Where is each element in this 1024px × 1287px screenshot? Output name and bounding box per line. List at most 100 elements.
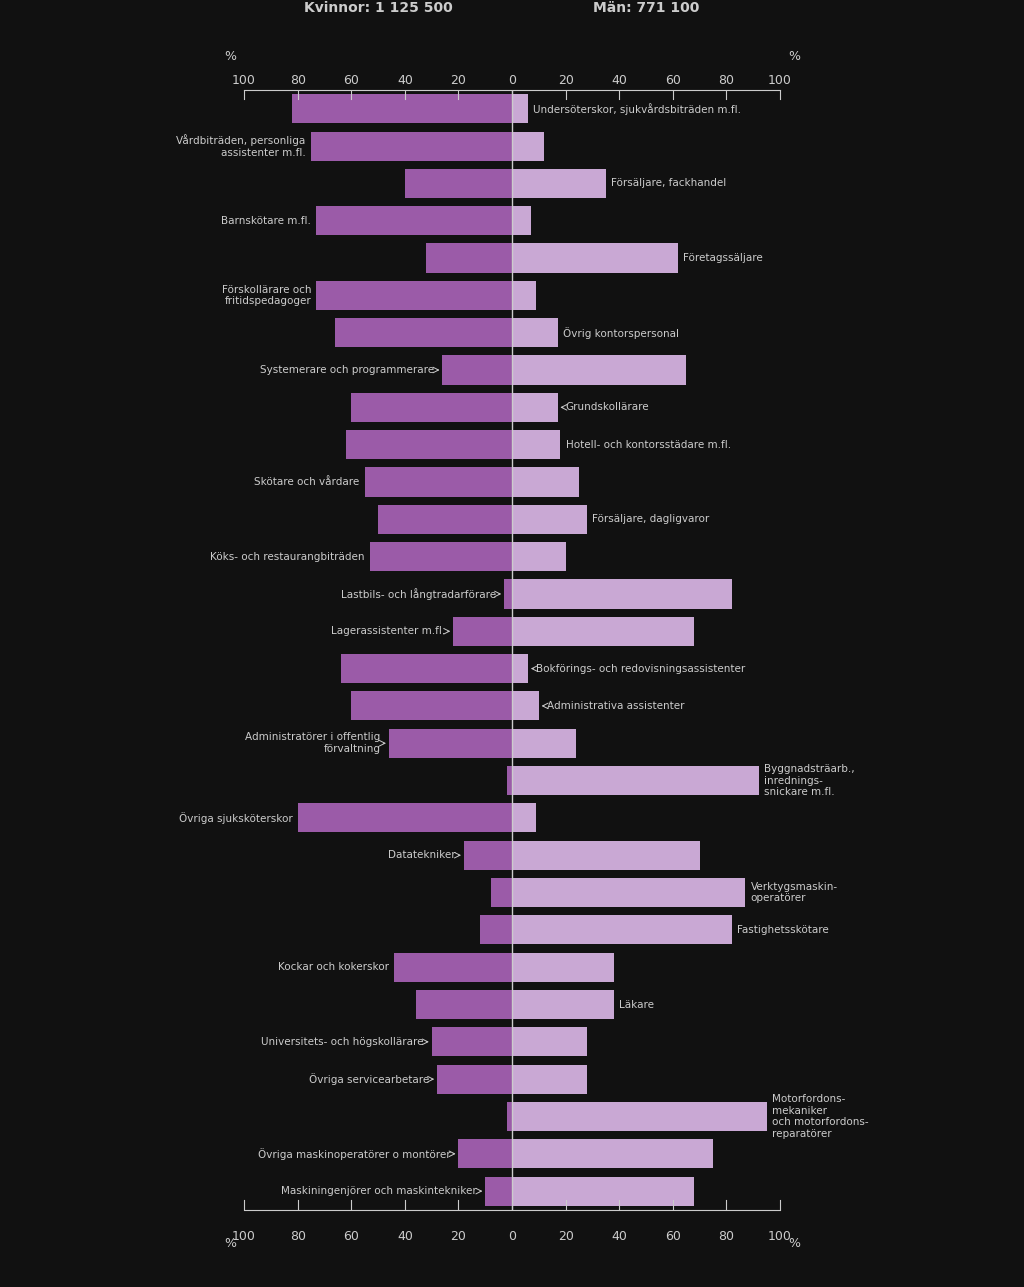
Text: 40: 40 [397,1230,413,1243]
Bar [341,654,512,683]
Bar [512,393,557,422]
Bar [394,952,512,982]
Text: Män: 771 100: Män: 771 100 [593,1,699,15]
Bar [512,728,577,758]
Bar [316,206,512,236]
Bar [512,915,732,945]
Bar [512,1139,713,1169]
Bar [490,878,512,907]
Text: 100: 100 [768,1230,792,1243]
Text: 20: 20 [451,1230,466,1243]
Bar [346,430,512,459]
Text: %: % [224,1237,236,1250]
Bar [512,840,699,870]
Bar [365,467,512,497]
Bar [464,840,512,870]
Bar [512,206,530,236]
Bar [389,728,512,758]
Bar [512,243,678,273]
Text: Köks- och restaurangbiträden: Köks- och restaurangbiträden [210,552,365,561]
Text: Barnskötare m.fl.: Barnskötare m.fl. [221,216,311,225]
Text: 40: 40 [611,1230,627,1243]
Bar [335,318,512,347]
Bar [512,803,537,833]
Bar [512,131,544,161]
Text: Lastbils- och långtradarförare: Lastbils- och långtradarförare [341,588,496,600]
Bar [437,1064,512,1094]
Text: Bokförings- och redovisningsassistenter: Bokförings- och redovisningsassistenter [537,664,745,673]
Bar [404,169,512,198]
Bar [512,691,539,721]
Text: Byggnadsträarb.,
inrednings-
snickare m.fl.: Byggnadsträarb., inrednings- snickare m.… [764,764,854,797]
Text: Kockar och kokerskor: Kockar och kokerskor [278,963,389,972]
Bar [512,1027,587,1057]
Text: Företagssäljare: Företagssäljare [683,254,763,263]
Bar [480,915,512,945]
Text: Systemerare och programmerare: Systemerare och programmerare [260,366,434,375]
Bar [485,1176,512,1206]
Text: Förskollärare och
fritidspedagoger: Förskollärare och fritidspedagoger [221,284,311,306]
Text: 80: 80 [719,1230,734,1243]
Bar [370,542,512,571]
Text: Undersöterskor, sjukvårdsbiträden m.fl.: Undersöterskor, sjukvårdsbiträden m.fl. [534,103,741,115]
Text: %: % [788,1237,800,1250]
Bar [512,1176,694,1206]
Bar [512,616,694,646]
Text: Övrig kontorspersonal: Övrig kontorspersonal [563,327,679,338]
Text: Universitets- och högskollärare: Universitets- och högskollärare [261,1037,424,1046]
Text: Läkare: Läkare [620,1000,654,1009]
Bar [512,318,557,347]
Bar [512,169,606,198]
Bar [292,94,512,124]
Bar [512,990,613,1019]
Bar [512,579,732,609]
Bar [512,281,537,310]
Bar [351,691,512,721]
Text: Skötare och vårdare: Skötare och vårdare [254,477,359,486]
Bar [453,616,512,646]
Text: 80: 80 [290,1230,305,1243]
Text: %: % [224,50,236,63]
Text: Maskiningenjörer och maskintekniker: Maskiningenjörer och maskintekniker [282,1187,477,1196]
Bar [512,878,745,907]
Text: 20: 20 [558,1230,573,1243]
Text: Hotell- och kontorsstädare m.fl.: Hotell- och kontorsstädare m.fl. [565,440,731,449]
Text: Kvinnor: 1 125 500: Kvinnor: 1 125 500 [304,1,453,15]
Text: Övriga sjuksköterskor: Övriga sjuksköterskor [178,812,292,824]
Text: 100: 100 [232,1230,256,1243]
Bar [378,505,512,534]
Text: Administratörer i offentlig
förvaltning: Administratörer i offentlig förvaltning [246,732,381,754]
Bar [512,766,759,795]
Text: Grundskollärare: Grundskollärare [565,403,649,412]
Text: Vårdbiträden, personliga
assistenter m.fl.: Vårdbiträden, personliga assistenter m.f… [176,134,306,158]
Bar [431,1027,512,1057]
Bar [311,131,512,161]
Text: Fastighetsskötare: Fastighetsskötare [737,925,828,934]
Bar [507,766,512,795]
Bar [512,1064,587,1094]
Text: Datatekniker: Datatekniker [388,851,456,860]
Bar [512,467,579,497]
Text: Motorfordons-
mekaniker
och motorfordons-
reparatörer: Motorfordons- mekaniker och motorfordons… [772,1094,868,1139]
Bar [298,803,512,833]
Bar [512,355,686,385]
Bar [512,94,528,124]
Bar [351,393,512,422]
Text: Lagerassistenter m.fl.: Lagerassistenter m.fl. [331,627,445,636]
Text: 60: 60 [343,1230,359,1243]
Bar [512,952,613,982]
Text: %: % [788,50,800,63]
Bar [459,1139,512,1169]
Text: Försäljare, dagligvaror: Försäljare, dagligvaror [593,515,710,524]
Bar [504,579,512,609]
Bar [426,243,512,273]
Text: Övriga servicearbetare: Övriga servicearbetare [308,1073,429,1085]
Bar [416,990,512,1019]
Bar [316,281,512,310]
Text: 0: 0 [508,1230,516,1243]
Bar [512,505,587,534]
Text: Verktygsmaskin-
operatörer: Verktygsmaskin- operatörer [751,882,838,903]
Bar [512,430,560,459]
Bar [512,1102,767,1131]
Text: Övriga maskinoperatörer o montörer: Övriga maskinoperatörer o montörer [258,1148,451,1160]
